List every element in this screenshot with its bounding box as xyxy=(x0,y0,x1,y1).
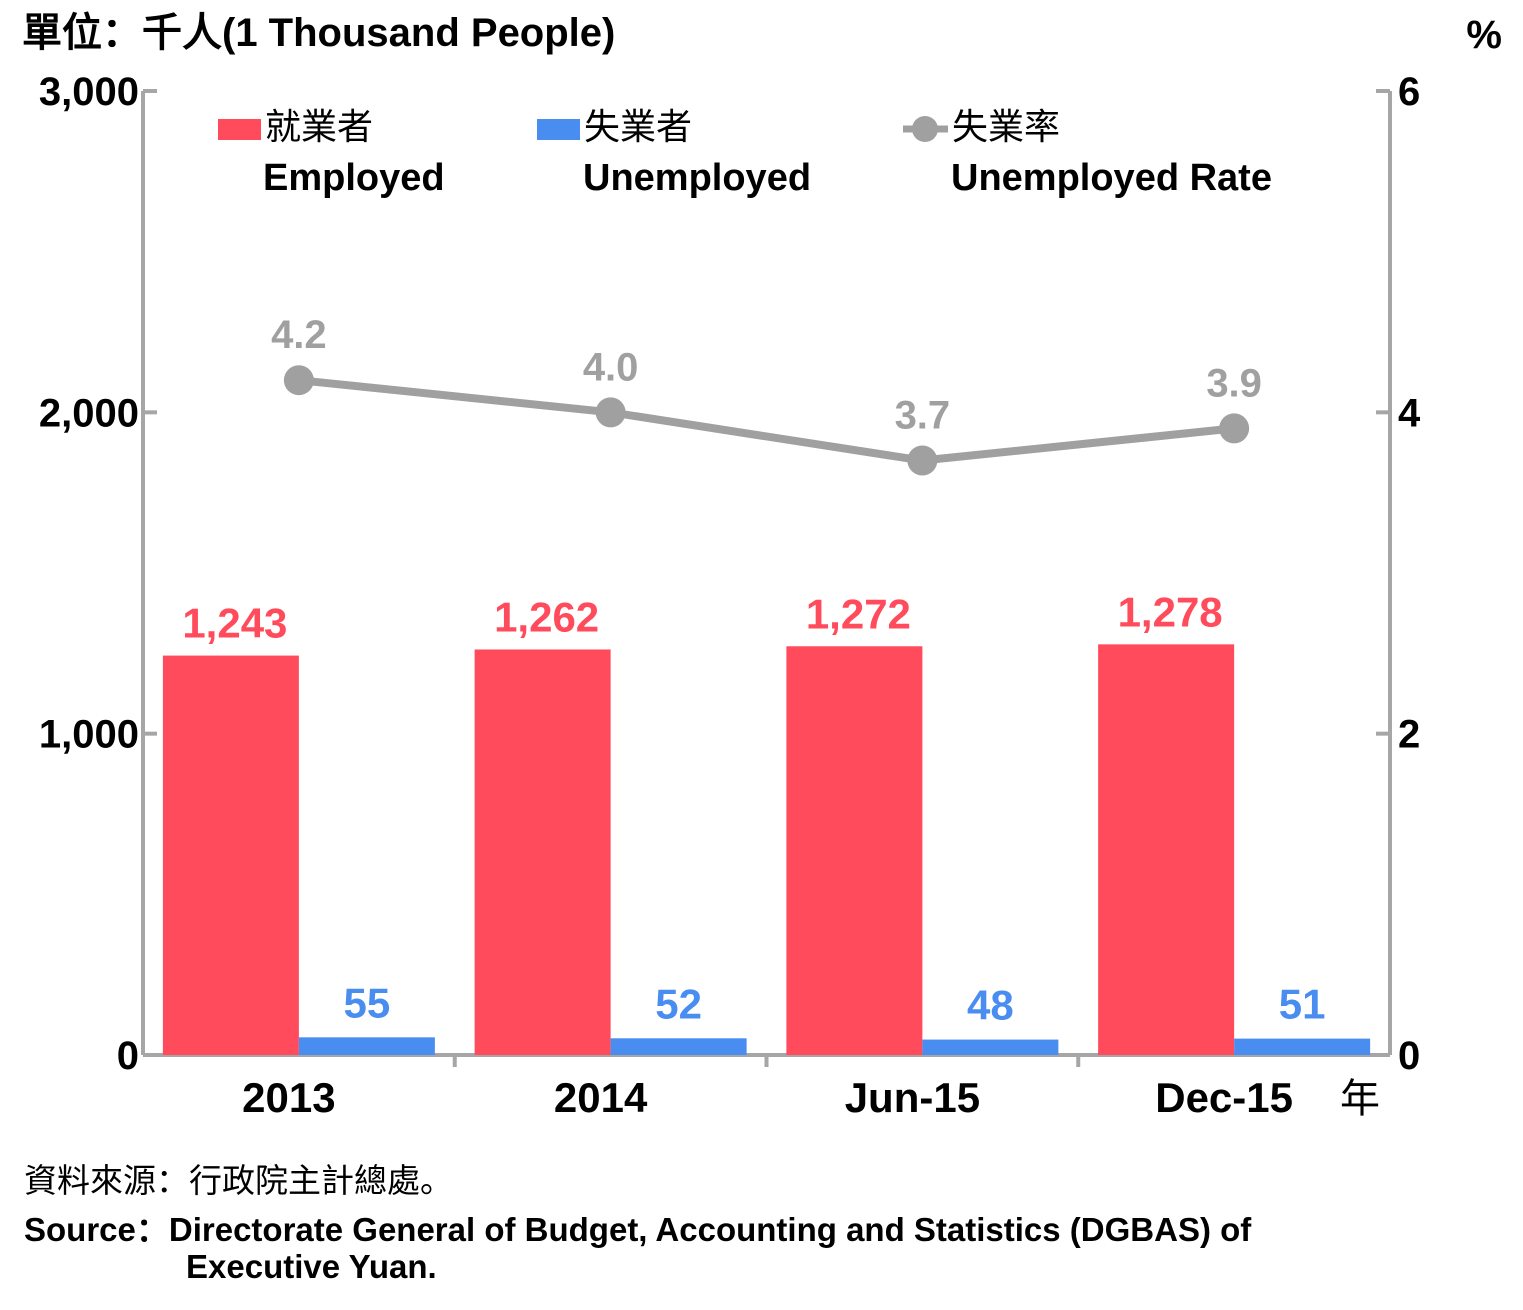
legend-label-unemployed-en: Unemployed xyxy=(583,157,811,199)
rate-line xyxy=(298,376,1235,465)
data-label-rate: 4.0 xyxy=(583,345,639,389)
legend-label-employed-en: Employed xyxy=(263,157,445,199)
legend-marker-rate xyxy=(912,116,938,142)
legend-label-rate-en: Unemployed Rate xyxy=(951,157,1272,199)
left-tick-label: 2,000 xyxy=(39,391,139,435)
bar-unemployed xyxy=(922,1039,1059,1055)
data-label-employed: 1,243 xyxy=(182,600,287,647)
data-labels-layer: 1,243 55 1,262 52 1,272 48 1,278 51 4.2 4.0 3.7 3.9 xyxy=(182,313,1325,1028)
data-label-unemployed: 48 xyxy=(967,982,1014,1029)
rate-point xyxy=(595,397,626,428)
x-tick-label: Dec-15 xyxy=(1155,1074,1293,1121)
bar-unemployed xyxy=(1234,1038,1371,1055)
data-label-rate: 3.9 xyxy=(1206,361,1262,405)
left-tick-label: 0 xyxy=(117,1034,139,1078)
right-tick-label: 6 xyxy=(1398,70,1420,114)
legend-swatch-employed xyxy=(218,119,261,140)
data-label-rate: 3.7 xyxy=(895,394,951,438)
bar-employed xyxy=(474,649,611,1055)
x-tick-label: 2013 xyxy=(242,1074,335,1121)
left-tick-label: 3,000 xyxy=(39,70,139,114)
data-label-unemployed: 55 xyxy=(344,979,391,1026)
data-label-employed: 1,278 xyxy=(1118,588,1223,635)
x-axis-suffix: 年 xyxy=(1340,1076,1380,1122)
rate-point xyxy=(907,445,938,476)
rate-line-layer xyxy=(283,365,1250,476)
legend-swatch-unemployed xyxy=(537,119,580,140)
right-tick-label: 0 xyxy=(1398,1034,1420,1078)
rate-point xyxy=(283,365,314,396)
right-tick-label: 2 xyxy=(1398,713,1420,757)
source-en-line2: Executive Yuan. xyxy=(186,1248,437,1285)
x-tick-label: Jun-15 xyxy=(845,1074,980,1121)
right-axis: 0 2 4 6 xyxy=(1376,70,1421,1078)
bar-employed xyxy=(786,646,923,1055)
legend-label-employed-cn: 就業者 xyxy=(265,107,373,148)
data-label-unemployed: 51 xyxy=(1279,981,1326,1028)
source-en-line1: Source：Directorate General of Budget, Ac… xyxy=(24,1211,1252,1248)
data-label-employed: 1,272 xyxy=(806,590,911,637)
legend-label-unemployed-cn: 失業者 xyxy=(584,107,692,148)
right-tick-label: 4 xyxy=(1398,391,1421,435)
left-axis: 0 1,000 2,000 3,000 xyxy=(39,70,157,1078)
bar-unemployed xyxy=(298,1037,435,1055)
legend: 就業者 Employed 失業者 Unemployed 失業率 Unemploy… xyxy=(218,107,1272,199)
right-unit-label: % xyxy=(1466,13,1502,57)
source-cn: 資料來源：行政院主計總處。 xyxy=(24,1154,453,1202)
bar-unemployed xyxy=(610,1038,747,1055)
legend-label-rate-cn: 失業率 xyxy=(952,107,1060,148)
bar-employed xyxy=(162,655,299,1055)
x-tick-label: 2014 xyxy=(554,1074,648,1121)
source-cn-text: 資料來源：行政院主計總處。 xyxy=(24,1161,453,1200)
rate-point xyxy=(1219,413,1250,444)
unit-label: 單位：千人(1 Thousand People) xyxy=(22,11,615,55)
bars-layer xyxy=(162,644,1371,1055)
data-label-employed: 1,262 xyxy=(494,593,599,640)
left-tick-label: 1,000 xyxy=(39,713,139,757)
data-label-unemployed: 52 xyxy=(655,980,702,1027)
bar-employed xyxy=(1098,644,1235,1055)
data-label-rate: 4.2 xyxy=(271,313,327,357)
x-axis: 2013 2014 Jun-15 Dec-15 年 xyxy=(143,1053,1390,1122)
